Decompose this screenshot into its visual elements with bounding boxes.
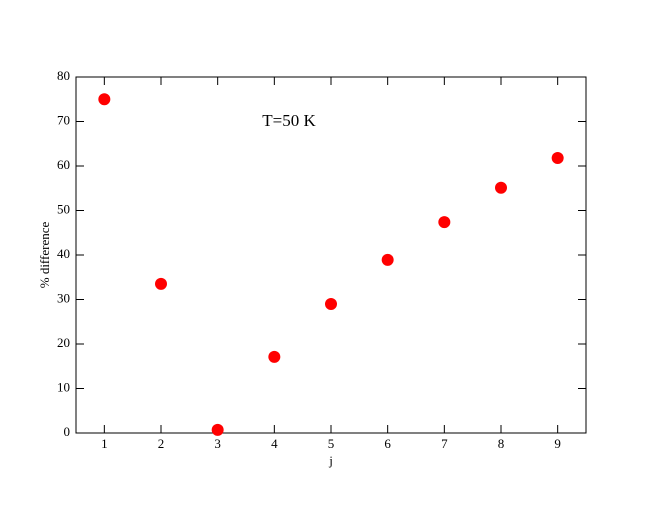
x-tick-label: 5 bbox=[328, 436, 335, 451]
x-tick-label: 8 bbox=[498, 436, 505, 451]
x-tick-label: 9 bbox=[554, 436, 561, 451]
x-tick-label: 7 bbox=[441, 436, 448, 451]
point bbox=[98, 93, 111, 106]
point bbox=[211, 423, 224, 436]
plot-frame bbox=[75, 76, 587, 434]
point bbox=[268, 350, 281, 363]
point bbox=[495, 181, 507, 194]
y-tick-label: 30 bbox=[57, 290, 70, 305]
point bbox=[381, 253, 394, 266]
x-tick-label: 2 bbox=[158, 436, 165, 451]
y-tick-label: 50 bbox=[57, 201, 70, 216]
y-axis-label: % difference bbox=[37, 222, 52, 289]
y-tick-label: 20 bbox=[57, 335, 70, 350]
point bbox=[325, 297, 337, 310]
annotation: T=50 K bbox=[262, 111, 316, 130]
x-tick-label: 3 bbox=[214, 436, 221, 451]
point bbox=[438, 216, 451, 229]
y-tick-label: 60 bbox=[57, 157, 70, 172]
x-tick-label: 6 bbox=[384, 436, 391, 451]
point bbox=[551, 151, 564, 164]
y-tick-label: 70 bbox=[57, 112, 70, 127]
y-tick-label: 10 bbox=[57, 379, 70, 394]
x-tick-label: 4 bbox=[271, 436, 278, 451]
point bbox=[155, 277, 167, 290]
y-tick-label: 80 bbox=[57, 68, 70, 83]
y-tick-label: 40 bbox=[57, 246, 70, 261]
x-tick-label: 1 bbox=[101, 436, 108, 451]
x-axis-label: j bbox=[328, 453, 333, 468]
y-tick-label: 0 bbox=[64, 424, 71, 439]
